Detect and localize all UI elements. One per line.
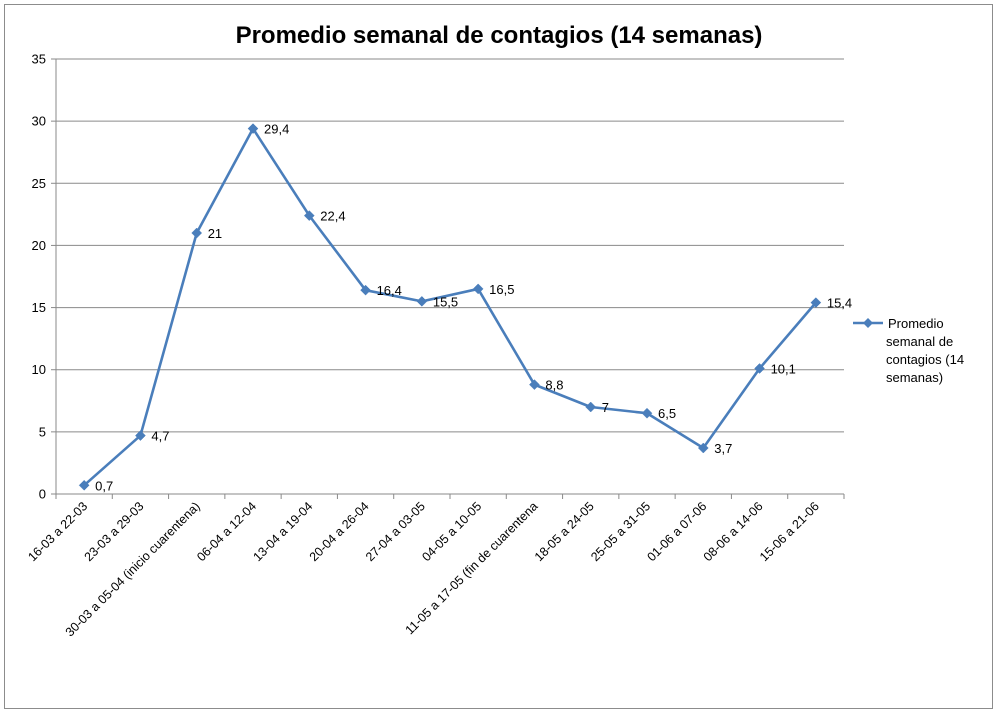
data-point	[697, 442, 709, 454]
legend-label: contagios (14	[886, 352, 964, 367]
data-label: 4,7	[151, 429, 169, 444]
data-point	[754, 363, 765, 374]
y-tick-label: 10	[32, 362, 46, 377]
y-tick-label: 35	[32, 52, 46, 67]
data-point	[416, 296, 428, 307]
data-label: 15,4	[827, 296, 852, 311]
data-label: 29,4	[264, 122, 289, 137]
legend-label: semanal de	[886, 334, 953, 349]
y-tick-label: 5	[39, 424, 46, 439]
series-line	[83, 127, 817, 487]
y-tick-label: 20	[32, 238, 46, 253]
data-label: 21	[208, 226, 222, 241]
legend-label: Promedio	[888, 316, 944, 331]
data-point	[247, 123, 259, 134]
data-point	[78, 479, 90, 491]
data-point	[303, 210, 315, 221]
data-label: 22,4	[320, 209, 345, 224]
y-tick-label: 0	[39, 487, 46, 502]
data-label: 15,5	[433, 294, 458, 309]
data-label: 6,5	[658, 406, 676, 421]
y-tick-label: 15	[32, 300, 46, 315]
y-tick-label: 30	[32, 114, 46, 129]
x-tick-label: 15-06 a 21-06	[757, 499, 822, 564]
data-label: 16,4	[377, 283, 402, 298]
legend-label: semanas)	[886, 370, 943, 385]
y-tick-label: 25	[32, 176, 46, 191]
y-tick-labels: 0 5 10 15 20 25 30 35	[32, 52, 46, 502]
series-line-contagios	[83, 127, 817, 487]
data-label: 3,7	[714, 441, 732, 456]
data-point	[472, 283, 484, 295]
data-point	[585, 401, 597, 413]
data-point	[360, 284, 371, 296]
data-point	[810, 297, 822, 308]
data-label: 8,8	[545, 378, 563, 393]
data-points	[78, 123, 822, 491]
data-labels: 0,7 4,7 21 29,4 22,4 16,4 15,5 16,5 8,8 7 6,5 3,7 10…	[95, 122, 852, 494]
legend: Promedio semanal de contagios (14 semanas)	[853, 316, 964, 385]
data-label: 7	[602, 400, 609, 415]
data-label: 16,5	[489, 282, 514, 297]
data-point	[191, 227, 203, 239]
chart-frame: Promedio semanal de contagios (14 semana…	[4, 4, 993, 709]
gridlines	[56, 58, 844, 433]
line-chart: Promedio semanal de contagios (14 semana…	[25, 22, 964, 639]
data-point	[529, 379, 540, 390]
axes	[51, 58, 845, 499]
data-point	[135, 430, 146, 441]
data-label: 0,7	[95, 478, 113, 493]
data-label: 10,1	[771, 361, 796, 376]
data-point	[641, 407, 653, 419]
legend-marker	[863, 318, 873, 328]
chart-title: Promedio semanal de contagios (14 semana…	[236, 22, 763, 49]
